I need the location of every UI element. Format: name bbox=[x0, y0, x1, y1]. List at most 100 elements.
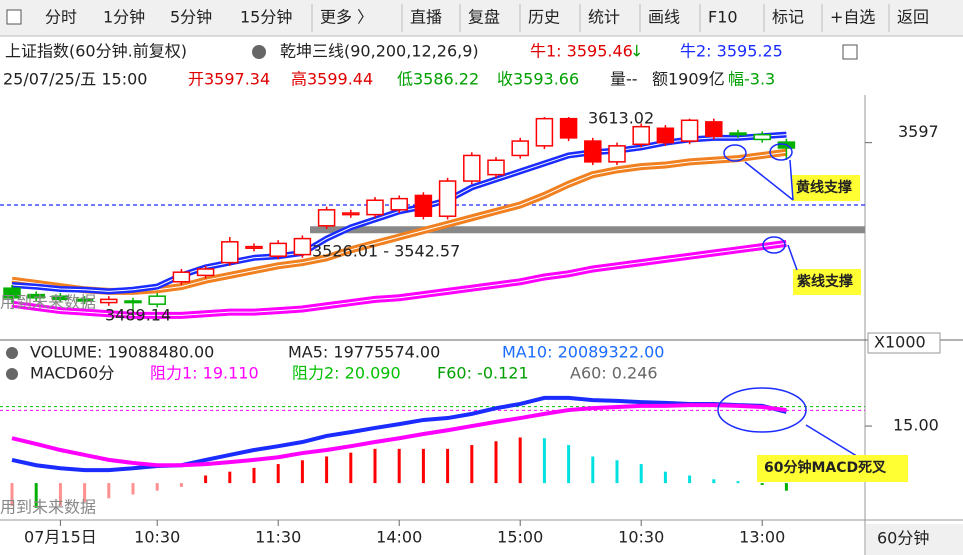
macd-bar bbox=[252, 467, 256, 484]
toolbar-button[interactable]: +自选 bbox=[830, 8, 875, 27]
macd-bar bbox=[712, 479, 716, 484]
x-tick-label: 07月15日 bbox=[24, 528, 97, 547]
ma10: MA10: 20089322.00 bbox=[502, 343, 664, 362]
callout-box bbox=[793, 269, 861, 295]
annotation: 3526.01 - 3542.57 bbox=[312, 242, 460, 261]
bull2: 牛2: 3595.25 bbox=[680, 42, 783, 61]
macd-bar bbox=[373, 448, 377, 484]
macd-bar bbox=[688, 475, 692, 484]
macd-bar bbox=[179, 483, 183, 487]
x-tick-label: 13:00 bbox=[739, 528, 785, 547]
callout-arrow bbox=[787, 244, 798, 271]
x-tick-label: 10:30 bbox=[134, 528, 180, 547]
low: 低3586.22 bbox=[397, 70, 479, 89]
toolbar-button[interactable]: 直播 bbox=[410, 8, 442, 27]
x-tick-label: 11:30 bbox=[255, 528, 301, 547]
toolbar-button[interactable]: 统计 bbox=[588, 8, 620, 27]
macd-bar bbox=[639, 464, 643, 484]
macd-bar bbox=[204, 475, 208, 484]
resist2: 阻力2: 20.090 bbox=[292, 364, 401, 383]
ma-line bbox=[11, 148, 787, 295]
macd-bar bbox=[470, 445, 474, 484]
macd-bar bbox=[349, 452, 353, 484]
ma5: MA5: 19775574.00 bbox=[288, 343, 440, 362]
change: 幅-3.3 bbox=[728, 70, 775, 89]
candle-body bbox=[511, 140, 529, 157]
callout-box bbox=[757, 455, 908, 482]
resist1: 阻力1: 19.110 bbox=[150, 364, 259, 383]
bull1: 牛1: 3595.46 bbox=[530, 42, 633, 61]
macd-bar bbox=[131, 483, 135, 495]
highlight-ellipse bbox=[723, 144, 747, 162]
candle-body bbox=[293, 237, 312, 256]
toolbar-button[interactable]: 分时 bbox=[45, 8, 77, 27]
candle-body bbox=[75, 298, 94, 302]
toolbar-button[interactable]: 画线 bbox=[648, 8, 680, 27]
candle-body bbox=[172, 271, 191, 283]
annotation: 3613.02 bbox=[588, 109, 654, 128]
toolbar-button[interactable]: 5分钟 bbox=[170, 8, 212, 27]
annotation: 3489.14 bbox=[105, 306, 171, 325]
macd-bar bbox=[736, 481, 740, 484]
f60: F60: -0.121 bbox=[437, 364, 529, 383]
callout-arrow bbox=[805, 424, 861, 459]
candle-body bbox=[438, 180, 457, 217]
dif-line bbox=[11, 395, 787, 473]
volume-value: VOLUME: 19088480.00 bbox=[30, 343, 214, 362]
toolbar-button[interactable]: F10 bbox=[708, 8, 738, 27]
macd-bar bbox=[83, 483, 87, 503]
candle-body bbox=[27, 293, 45, 299]
checkbox[interactable] bbox=[6, 9, 22, 25]
candle-body bbox=[196, 268, 215, 277]
toolbar-button[interactable]: 15分钟 bbox=[240, 8, 292, 27]
macd-bar bbox=[518, 437, 522, 484]
macd-bar bbox=[615, 460, 619, 484]
callout-label: 黄线支撑 bbox=[796, 179, 852, 196]
x-tick-label: 10:30 bbox=[618, 528, 664, 547]
candle-body bbox=[753, 133, 771, 141]
toolbar-button[interactable]: 返回 bbox=[897, 8, 929, 27]
ma-line-inner bbox=[11, 242, 787, 316]
toolbar-button[interactable]: 1分钟 bbox=[103, 8, 145, 27]
macd-bar bbox=[567, 445, 571, 484]
macd-bar bbox=[421, 448, 425, 484]
highlight-ellipse bbox=[769, 143, 793, 161]
macd-bar bbox=[494, 441, 498, 484]
toolbar-button[interactable]: 历史 bbox=[528, 8, 560, 27]
candle-body bbox=[148, 295, 166, 305]
callout-label: 紫线支撑 bbox=[797, 273, 853, 290]
toolbar-button[interactable]: 复盘 bbox=[468, 8, 500, 27]
annotation: 用到未来数据 bbox=[0, 498, 96, 517]
candle-body bbox=[705, 121, 723, 138]
candle-body bbox=[729, 132, 747, 136]
volume: 量-- bbox=[610, 70, 638, 89]
amount: 额1909亿 bbox=[652, 70, 725, 89]
toolbar-button[interactable]: 更多 〉 bbox=[320, 8, 373, 27]
callout-label: 60分钟MACD死叉 bbox=[764, 459, 887, 476]
macd-bar bbox=[663, 471, 667, 484]
candle-body bbox=[463, 154, 481, 182]
candle-body bbox=[221, 241, 239, 264]
callout-arrow bbox=[744, 161, 794, 201]
high: 高3599.44 bbox=[291, 70, 373, 89]
toolbar-button[interactable]: 标记 bbox=[772, 8, 804, 27]
macd-bar bbox=[228, 471, 232, 484]
candle-body bbox=[390, 197, 408, 211]
candle-body bbox=[124, 300, 142, 304]
candle-body bbox=[608, 145, 626, 163]
annotation: 用到未来数据 bbox=[0, 293, 96, 312]
period[interactable]: 60分钟 bbox=[877, 529, 929, 548]
highlight-ellipse bbox=[717, 387, 807, 433]
candle-body bbox=[535, 117, 554, 147]
toggle[interactable] bbox=[842, 44, 858, 60]
macd-bar bbox=[276, 464, 280, 484]
candle-body bbox=[487, 159, 505, 176]
open: 开3597.34 bbox=[188, 70, 270, 89]
settings-icon[interactable] bbox=[252, 45, 266, 59]
y-tick-label: 15.00 bbox=[893, 416, 939, 435]
candle-body bbox=[245, 245, 263, 249]
candle-body bbox=[317, 209, 336, 227]
candle-body bbox=[584, 140, 602, 163]
a60: A60: 0.246 bbox=[570, 364, 658, 383]
ma-line-inner bbox=[11, 151, 787, 292]
